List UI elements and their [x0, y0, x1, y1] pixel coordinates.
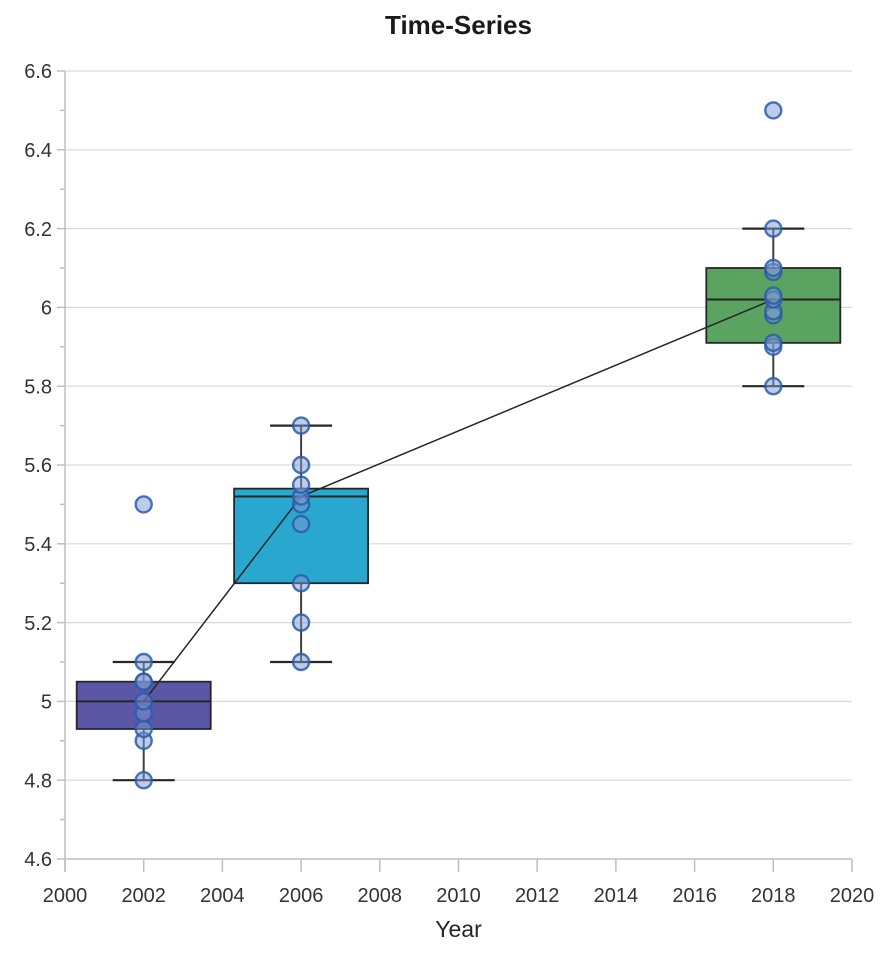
data-point — [764, 333, 783, 353]
y-tick-label: 5.2 — [24, 613, 52, 635]
data-point — [134, 495, 153, 514]
data-point — [764, 101, 783, 120]
x-tick-label: 2000 — [43, 885, 88, 907]
x-tick-label: 2020 — [830, 885, 875, 907]
x-tick-label: 2004 — [200, 885, 245, 907]
data-point — [764, 258, 783, 278]
chart-title: Time-Series — [385, 10, 532, 40]
data-point — [764, 286, 783, 305]
y-tick-label: 5.4 — [24, 534, 52, 556]
data-point — [134, 719, 153, 739]
data-point — [134, 771, 153, 790]
data-point — [291, 475, 311, 494]
y-tick-label: 4.8 — [24, 770, 52, 792]
y-tick-label: 5.8 — [24, 376, 52, 398]
y-tick-label: 6.6 — [24, 61, 52, 83]
data-point — [291, 613, 311, 632]
data-point — [134, 672, 153, 691]
data-point — [291, 416, 311, 435]
data-point — [134, 652, 153, 672]
x-tick-label: 2018 — [751, 885, 796, 907]
data-point — [134, 692, 153, 711]
y-tick-label: 5.6 — [24, 455, 52, 477]
data-point — [291, 652, 311, 672]
data-point — [291, 514, 311, 534]
y-tick-label: 4.6 — [24, 849, 52, 871]
x-tick-label: 2010 — [436, 885, 481, 907]
x-tick-label: 2008 — [358, 885, 403, 907]
y-tick-label: 6 — [41, 298, 52, 320]
x-axis-title: Year — [435, 916, 482, 942]
y-tick-label: 5 — [41, 692, 52, 714]
y-tick-label: 6.4 — [24, 140, 52, 162]
data-point — [291, 574, 311, 593]
x-tick-label: 2006 — [279, 885, 324, 907]
x-tick-label: 2014 — [594, 885, 639, 907]
data-point — [764, 219, 783, 238]
x-tick-label: 2002 — [121, 885, 166, 907]
x-tick-label: 2012 — [515, 885, 560, 907]
data-point — [764, 377, 783, 396]
data-point — [291, 455, 311, 475]
y-tick-label: 6.2 — [24, 219, 52, 241]
x-tick-label: 2016 — [672, 885, 717, 907]
